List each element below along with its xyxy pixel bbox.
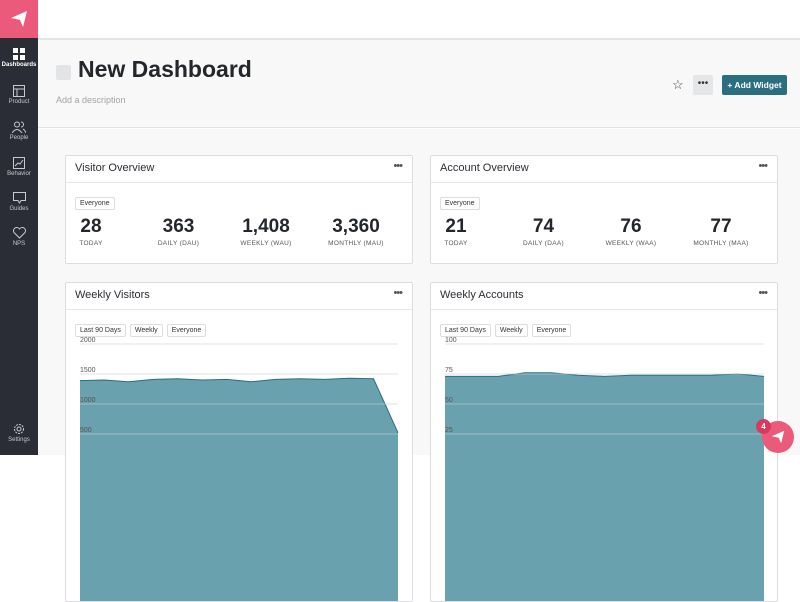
sidebar-item-nps[interactable]: NPS (0, 227, 38, 247)
gear-icon (14, 424, 24, 434)
grid-icon (13, 48, 25, 60)
stat-today: 21 TODAY (444, 216, 468, 247)
date-range-filter[interactable]: Last 90 Days (440, 324, 491, 337)
interval-filter[interactable]: Weekly (129, 324, 163, 337)
weekly-visitors-widget: 500 1000 1500 2000 Weekly Visitors ••• Last … (65, 282, 413, 602)
dashboard-icon[interactable] (56, 65, 71, 80)
stat-daily: 363 DAILY (DAU) (157, 216, 200, 247)
stat-monthly: 77 MONTHLY (MAA) (693, 216, 749, 247)
dashboard-content: Visitor Overview ••• Everyone 28 TODAY 363… (38, 129, 800, 602)
star-icon[interactable]: ☆ (672, 77, 684, 92)
sidebar: Dashboards Product People Behavior Guide… (0, 0, 38, 455)
sidebar-item-label: Behavior (7, 171, 31, 177)
weekly-accounts-widget: 25 50 75 100 Weekly Accounts ••• Last 90 Day… (430, 282, 778, 602)
y-tick-label: 1500 (80, 367, 96, 374)
stat-weekly: 1,408 WEEKLY (WAU) (240, 216, 292, 247)
sidebar-item-label: NPS (12, 241, 26, 247)
product-icon (13, 85, 25, 97)
top-bar (38, 0, 800, 40)
sidebar-item-behavior[interactable]: Behavior (0, 157, 38, 177)
sidebar-item-label: Dashboards (1, 62, 37, 68)
widget-menu-button[interactable]: ••• (393, 287, 403, 299)
widget-menu-button[interactable]: ••• (758, 287, 768, 299)
sidebar-item-label: Settings (8, 437, 30, 443)
description-input[interactable]: Add a description (56, 95, 126, 105)
stat-monthly: 3,360 MONTHLY (MAU) (328, 216, 384, 247)
y-tick-label: 500 (80, 427, 92, 434)
sidebar-item-settings[interactable]: Settings (0, 423, 38, 443)
stat-weekly: 76 WEEKLY (WAA) (605, 216, 657, 247)
area-series (80, 378, 398, 601)
y-tick-label: 100 (445, 337, 457, 344)
brand-logo-icon (11, 11, 27, 27)
widget-title: Visitor Overview (75, 162, 155, 174)
stat-today: 28 TODAY (79, 216, 103, 247)
segment-filter[interactable]: Everyone (531, 324, 572, 337)
sidebar-item-guides[interactable]: Guides (0, 192, 38, 212)
notification-badge: 4 (756, 419, 771, 434)
more-button[interactable]: ••• (693, 75, 713, 95)
sidebar-item-product[interactable]: Product (0, 85, 38, 105)
sidebar-item-people[interactable]: People (0, 121, 38, 141)
widget-title: Weekly Visitors (75, 289, 150, 301)
brand-logo-icon (771, 430, 785, 444)
date-range-filter[interactable]: Last 90 Days (75, 324, 126, 337)
widget-menu-button[interactable]: ••• (758, 160, 768, 172)
interval-filter[interactable]: Weekly (494, 324, 528, 337)
series-line (445, 372, 765, 377)
series-line (79, 377, 399, 434)
y-tick-label: 1000 (80, 397, 96, 404)
widget-title: Weekly Accounts (440, 289, 524, 301)
sidebar-item-label: Product (8, 99, 30, 105)
segment-filter[interactable]: Everyone (166, 324, 207, 337)
y-tick-label: 25 (445, 427, 453, 434)
people-icon (12, 121, 26, 133)
stat-daily: 74 DAILY (DAA) (523, 216, 564, 247)
y-tick-label: 2000 (80, 337, 96, 344)
segment-filter[interactable]: Everyone (75, 197, 115, 210)
area-series (445, 372, 764, 601)
add-widget-button[interactable]: + Add Widget (722, 75, 787, 95)
sidebar-item-label: People (9, 135, 29, 141)
sidebar-item-dashboards[interactable]: Dashboards (0, 48, 38, 68)
sidebar-item-label: Guides (9, 206, 29, 212)
y-tick-label: 50 (445, 397, 453, 404)
chart-icon (13, 157, 25, 169)
heart-icon (12, 227, 26, 239)
visitor-overview-widget: Visitor Overview ••• Everyone 28 TODAY 363… (65, 155, 413, 264)
page-title[interactable]: New Dashboard (78, 56, 252, 82)
segment-filter[interactable]: Everyone (440, 197, 480, 210)
widget-title: Account Overview (440, 162, 529, 174)
logo[interactable] (0, 0, 38, 38)
account-overview-widget: Account Overview ••• Everyone 21 TODAY 74 D… (430, 155, 778, 264)
dashboard-header: New Dashboard Add a description ☆ ••• + … (38, 40, 800, 128)
y-tick-label: 75 (445, 367, 453, 374)
message-icon (12, 192, 26, 204)
widget-menu-button[interactable]: ••• (393, 160, 403, 172)
